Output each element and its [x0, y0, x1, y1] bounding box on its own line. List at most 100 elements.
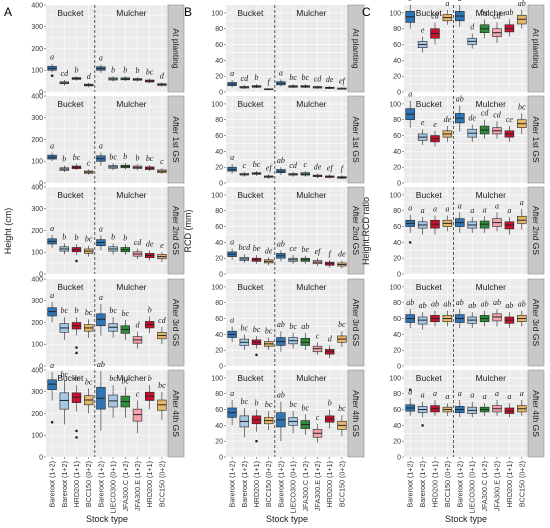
significance-letter: a [520, 389, 524, 398]
box-6: b [120, 152, 130, 170]
box-4: a [96, 54, 106, 73]
box-4: a [455, 201, 465, 233]
significance-letter: b [62, 233, 66, 242]
box-1: ab [417, 301, 428, 330]
significance-letter: b [75, 374, 79, 383]
significance-letter: a [408, 204, 412, 213]
significance-letter: bc [146, 154, 154, 163]
panel-tag: C [362, 5, 371, 19]
box-7: c [312, 331, 323, 355]
group-label-mulcher: Mulcher [296, 190, 326, 200]
box-0: a [405, 90, 415, 128]
box-0: a [405, 204, 415, 244]
box-3: bc [264, 400, 274, 431]
significance-letter: e [421, 118, 425, 127]
group-label-bucket: Bucket [416, 99, 443, 109]
x-tick-label: HRD200 (1+1) [72, 461, 81, 508]
box-4: ab [455, 298, 465, 329]
y-tick-label: 20 [215, 256, 223, 263]
significance-letter: a [50, 361, 54, 370]
significance-letter: bc [289, 322, 297, 331]
significance-letter: cd [241, 74, 250, 83]
box-3: bc [84, 377, 94, 414]
significance-letter: b [136, 153, 140, 162]
significance-letter: b [111, 65, 115, 74]
significance-letter: cd [493, 11, 502, 20]
significance-letter: ab [301, 322, 309, 331]
y-tick-label: 100 [389, 101, 401, 108]
box-4: ab [276, 391, 286, 442]
y-tick-label: 60 [215, 407, 223, 414]
box-8: d [325, 334, 335, 359]
significance-letter: b [75, 233, 79, 242]
box-9: bc [337, 404, 347, 437]
x-axis-title: Stock type [266, 514, 308, 524]
box-7: cd [312, 75, 322, 89]
x-tick-label: BCC150 (0+2) [264, 461, 273, 507]
box-3: ab [442, 300, 453, 327]
y-tick-label: 100 [389, 375, 401, 382]
y-tick-label: 60 [215, 133, 223, 140]
box-6: bc [479, 8, 490, 39]
significance-letter: ab [277, 320, 285, 329]
y-tick-label: 80 [215, 208, 223, 215]
significance-letter: b [111, 233, 115, 242]
significance-letter: de [146, 240, 154, 249]
y-tick-label: 40 [215, 240, 223, 247]
facet-strip [167, 186, 185, 275]
facet-background [226, 96, 348, 183]
box-3: f [264, 77, 274, 91]
box-3: bc [84, 235, 94, 257]
y-tick-label: 100 [31, 159, 43, 166]
significance-letter: bc [302, 73, 310, 82]
outlier-point [255, 353, 258, 357]
x-tick-label: BCC150 (0+2) [443, 461, 452, 507]
y-tick-label: 0 [397, 271, 401, 278]
significance-letter: b [75, 306, 79, 315]
y-tick-label: 0 [39, 180, 43, 187]
significance-letter: bc [265, 400, 273, 409]
box-9: de [337, 250, 347, 269]
significance-letter: c [316, 413, 320, 422]
box-0: b [405, 0, 415, 29]
box-5: ce [288, 244, 298, 264]
significance-letter: b [123, 65, 127, 74]
box-7: cd [492, 110, 502, 139]
significance-letter: a [50, 224, 54, 233]
y-tick-label: 80 [393, 208, 401, 215]
box-6: a [479, 205, 490, 233]
box-5: b [108, 233, 118, 255]
box-6: cd [479, 109, 489, 139]
y-tick-label: 40 [393, 332, 401, 339]
x-tick-label: Bareroot (1+2) [240, 461, 249, 508]
significance-letter: b [123, 233, 127, 242]
box-3: a [442, 392, 453, 416]
significance-letter: a [458, 0, 462, 3]
y-tick-label: 100 [211, 284, 223, 291]
box-9: bc [337, 320, 347, 348]
significance-letter: b [255, 73, 259, 82]
box-9: f [337, 164, 347, 180]
box-9: e [157, 241, 167, 263]
y-tick-label: 100 [31, 250, 43, 257]
x-tick-label: Bareroot (1+2) [96, 461, 105, 508]
box-5: bc [108, 306, 118, 338]
significance-letter: a [279, 68, 283, 77]
box-3: ef [264, 163, 274, 180]
group-label-mulcher: Mulcher [476, 99, 506, 109]
box-9: cd [157, 316, 167, 345]
y-tick-label: 100 [211, 10, 223, 17]
significance-letter: bc [122, 309, 130, 318]
box-4: ab [276, 320, 286, 352]
significance-letter: cd [134, 238, 143, 247]
box-1: e [417, 118, 428, 146]
box-9: a [517, 198, 527, 230]
box-6: ab [479, 300, 490, 327]
box-1: bc [239, 323, 249, 351]
significance-letter: ab [518, 0, 526, 8]
y-tick-label: 0 [219, 454, 223, 461]
